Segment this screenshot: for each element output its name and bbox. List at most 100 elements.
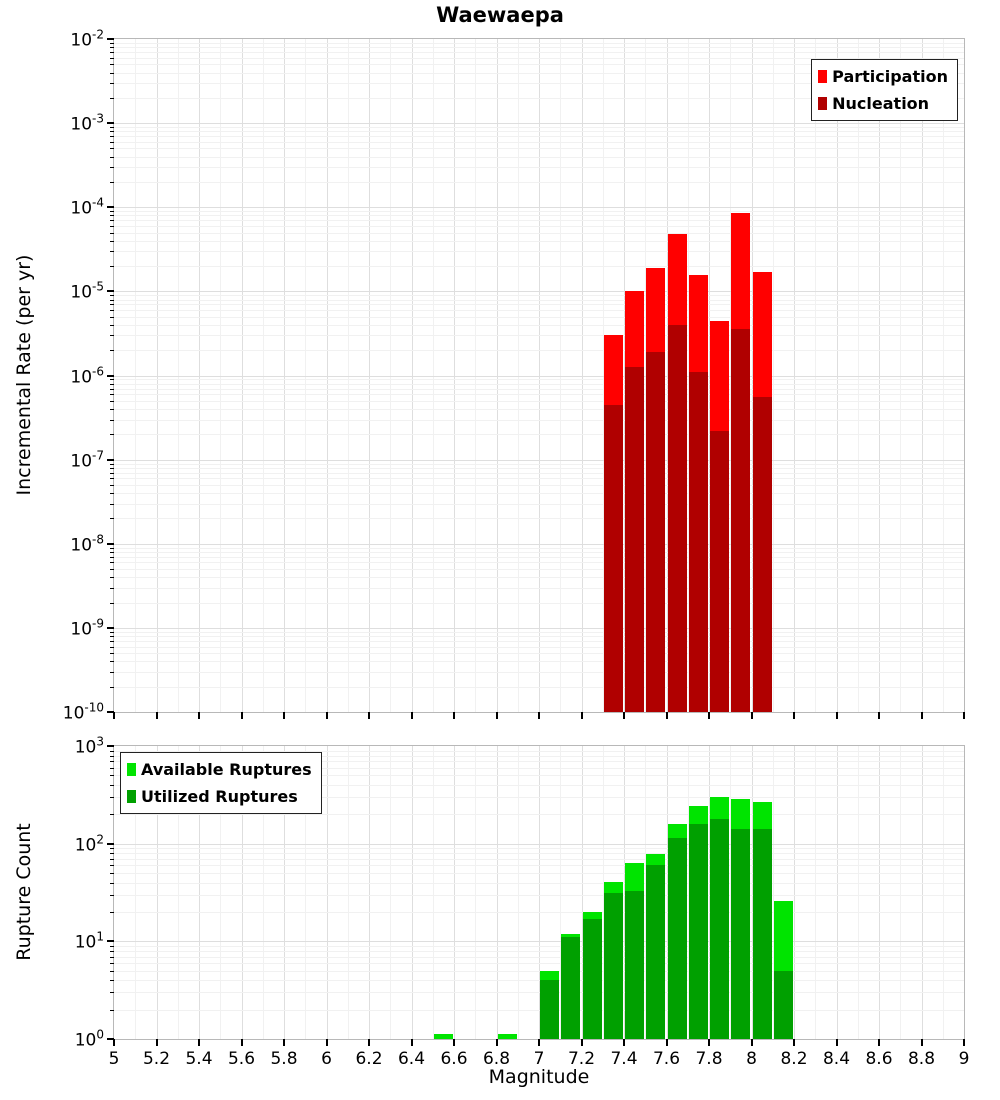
rate-axis-label: Incremental Rate (per yr) [13,254,35,496]
gridline [114,784,964,786]
gridline [114,755,964,757]
x-tick-label: 5.4 [185,1049,213,1069]
y-minor-tick-mark [110,882,114,884]
x-tick-mark [665,1039,668,1046]
x-tick-label: 8.4 [822,1049,851,1069]
gridline [114,72,964,74]
y-tick-label: 10-2 [70,27,104,51]
x-tick-mark [240,1039,243,1046]
chart-title: Waewaepa [436,3,564,27]
gridline [114,266,964,268]
gridline [475,746,477,1039]
y-minor-tick-mark [110,463,114,465]
gridline [114,350,964,352]
x-tick-mark [708,1039,710,1046]
gridline [114,894,964,896]
x-tick-label: 8.2 [780,1049,808,1069]
y-minor-tick-mark [110,755,114,757]
x-tick-mark [878,712,880,719]
bar-utilized-ruptures [710,818,730,1039]
gridline [539,746,540,1039]
gridline [114,950,964,952]
y-minor-tick-mark [110,848,114,850]
x-tick-mark [453,1039,455,1046]
y-minor-tick-mark [110,602,114,604]
y-tick-label: 10-5 [70,280,104,303]
x-tick-mark [368,712,370,719]
gridline [114,127,964,128]
x-tick-mark [920,1039,923,1046]
y-minor-tick-mark [110,750,114,752]
gridline [114,57,964,59]
gridline [114,761,964,763]
gridline [114,220,964,222]
x-tick-label: 6.2 [355,1049,383,1069]
y-minor-tick-mark [110,240,114,242]
y-minor-tick-mark [110,493,114,495]
y-minor-tick-mark [110,335,114,337]
bar-utilized-ruptures [646,865,666,1039]
gridline [114,484,964,486]
gridline [114,310,964,311]
gridline [114,980,964,982]
bar-utilized-ruptures [752,829,772,1039]
y-tick-mark [107,711,114,713]
bar-nucleation [688,372,709,712]
incremental-rate-plot: 10-10 10-9 10-8 10-7 10-6 10-5 10-4 10-3 10-2 Par… [63,28,965,723]
x-tick-mark [113,712,115,719]
y-minor-tick-mark [110,671,114,673]
x-tick-mark [793,712,795,719]
x-tick-mark [623,1039,625,1046]
gridline [114,42,964,44]
x-tick-label: 8 [746,1049,757,1069]
legend-item-utilized-ruptures: Utilized Ruptures [127,783,312,810]
gridline [156,746,158,1039]
y-minor-tick-mark [110,52,114,53]
y-tick-mark [107,374,114,377]
gridline [114,375,964,377]
y-minor-tick-mark [110,310,114,311]
y-tick-mark [107,458,114,461]
x-tick-label: 8.6 [865,1049,893,1069]
y-minor-tick-mark [110,797,114,799]
bar-utilized-ruptures [540,980,560,1039]
gridline [114,636,964,637]
y-minor-tick-mark [110,963,114,964]
y-minor-tick-mark [110,950,114,952]
y-tick-mark [107,542,114,545]
gridline [114,963,964,964]
y-minor-tick-mark [110,518,114,520]
gridline [114,215,964,217]
bar-utilized-ruptures [667,837,687,1039]
y-tick-mark [107,842,114,845]
y-minor-tick-mark [110,992,114,994]
gridline [262,746,264,1039]
y-minor-tick-mark [110,419,114,421]
x-tick-mark [538,712,540,719]
y-minor-tick-mark [110,131,114,133]
y-minor-tick-mark [110,784,114,786]
gridline [114,295,964,297]
gridline [815,746,817,1039]
gridline [454,746,455,1039]
y-tick-label: 10-3 [70,111,104,135]
gridline [114,911,964,913]
legend-item-participation: Participation [818,63,948,90]
x-tick-mark [750,1039,753,1046]
gridline [114,671,964,673]
y-minor-tick-mark [110,304,114,306]
legend-swatch-icon [818,70,828,83]
x-tick-mark [410,1039,413,1046]
gridline [114,503,964,505]
x-tick-mark [623,712,625,719]
x-tick-mark [750,712,753,719]
x-tick-mark [835,712,838,719]
y-minor-tick-mark [110,141,114,143]
x-tick-mark [580,1039,583,1046]
y-tick-mark [107,206,114,209]
y-minor-tick-mark [110,653,114,655]
y-minor-tick-mark [110,636,114,637]
gridline [709,746,710,1039]
gridline [114,123,964,125]
